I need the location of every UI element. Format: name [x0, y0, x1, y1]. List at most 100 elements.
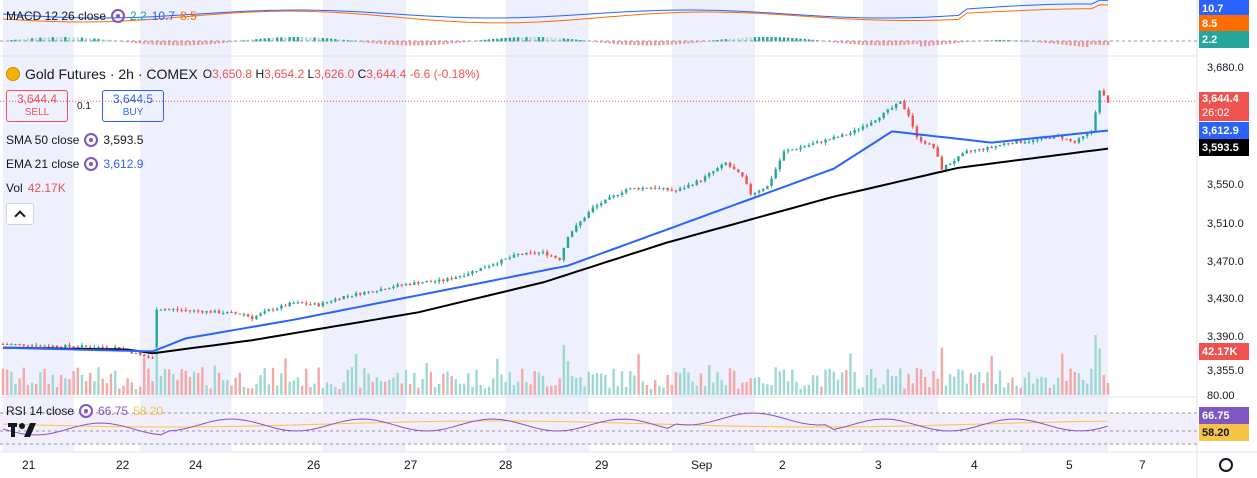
volume-bar: [786, 381, 790, 395]
candle: [217, 310, 221, 314]
macd-histogram-bar: [487, 39, 491, 42]
volume-bar: [998, 370, 1002, 395]
macd-histogram-bar: [1106, 41, 1110, 46]
candle: [1077, 138, 1081, 143]
ema-legend[interactable]: EMA 21 close 3,612.9: [6, 157, 143, 171]
volume-bar: [209, 388, 212, 395]
macd-histogram-bar: [101, 39, 104, 42]
volume-bar: [404, 369, 408, 395]
macd-histogram-bar: [737, 38, 740, 42]
rsi-ma-tag: 58.20: [1199, 424, 1249, 441]
volume-bar: [354, 353, 358, 395]
symbol-title[interactable]: Gold Futures · 2h · COMEX: [25, 66, 198, 82]
volume-bar: [300, 385, 304, 395]
macd-histogram-bar: [853, 41, 856, 45]
volume-bar: [1027, 372, 1031, 395]
candle: [645, 187, 649, 189]
rsi-legend[interactable]: RSI 14 close 66.75 58.20: [6, 404, 163, 418]
ema-21-line: [2, 129, 1109, 353]
candle: [587, 212, 590, 218]
volume-bar: [450, 376, 453, 395]
volume-bar: [55, 387, 59, 395]
macd-histogram-bar: [263, 38, 266, 42]
macd-histogram-bar: [55, 37, 59, 42]
rsi-settings-icon[interactable]: [79, 404, 94, 418]
volume-bar: [807, 384, 811, 395]
collapse-legend-button[interactable]: [6, 203, 34, 225]
candle: [832, 136, 836, 140]
candle: [836, 136, 840, 138]
volume-tag: 42.17K: [1199, 343, 1249, 360]
macd-histogram-bar: [172, 41, 175, 46]
current-price-tag: 3,644.4 26:02: [1199, 92, 1249, 121]
macd-histogram-bar: [1098, 41, 1101, 45]
volume-bar: [458, 383, 462, 395]
candle: [1019, 140, 1022, 143]
macd-histogram-bar: [30, 38, 34, 42]
candle: [745, 176, 748, 185]
macd-value-2: 10.7: [151, 9, 176, 23]
volume-bar: [753, 378, 757, 395]
macd-histogram-bar: [437, 41, 441, 45]
macd-histogram-bar: [894, 41, 898, 46]
sma-settings-icon[interactable]: [84, 133, 99, 147]
macd-settings-icon[interactable]: [111, 9, 126, 23]
volume-bar: [508, 372, 512, 395]
volume-bar: [234, 377, 237, 395]
macd-histogram-bar: [118, 40, 121, 42]
macd-histogram-bar: [167, 41, 171, 46]
macd-histogram-bar: [226, 41, 229, 43]
candle: [251, 316, 254, 319]
macd-histogram-bar: [205, 41, 208, 45]
volume-bar: [143, 357, 146, 395]
volume-bar: [1090, 368, 1093, 395]
candle: [5, 343, 9, 345]
volume-bar: [782, 369, 786, 395]
day-band: [1020, 0, 1108, 452]
candle: [595, 205, 599, 208]
macd-histogram-bar: [878, 41, 881, 46]
buy-button[interactable]: 3,644.5 BUY: [102, 90, 164, 122]
macd-histogram-bar: [616, 41, 620, 45]
sma-50-line: [2, 147, 1109, 355]
sma-value: 3,593.5: [103, 133, 144, 147]
chart-settings-icon[interactable]: [1219, 458, 1233, 472]
volume-bar: [467, 373, 470, 395]
macd-histogram-bar: [462, 41, 466, 43]
candle: [982, 148, 985, 150]
macd-histogram-bar: [496, 38, 499, 42]
candle: [525, 252, 528, 255]
volume-bar: [550, 385, 553, 395]
macd-histogram-bar: [890, 41, 894, 46]
volume-bar: [683, 367, 686, 395]
ema-settings-icon[interactable]: [84, 157, 99, 171]
sma-legend[interactable]: SMA 50 close 3,593.5: [6, 133, 143, 147]
volume-bar: [616, 386, 620, 395]
candle: [14, 344, 17, 346]
candle: [541, 251, 545, 253]
macd-histogram-bar: [928, 41, 931, 46]
sell-button[interactable]: 3,644.4 SELL: [6, 90, 68, 122]
macd-histogram-bar: [899, 41, 902, 46]
volume-bar: [43, 368, 46, 395]
candle: [30, 345, 34, 347]
volume-bar: [205, 385, 208, 395]
macd-histogram-bar: [288, 37, 291, 42]
macd-histogram-bar: [188, 41, 192, 46]
volume-bar: [994, 383, 998, 395]
macd-histogram-bar: [882, 41, 885, 46]
volume-bar: [442, 373, 445, 395]
candle: [911, 115, 914, 127]
volume-bar: [359, 387, 362, 395]
macd-histogram-bar: [446, 41, 449, 45]
vol-legend[interactable]: Vol 42.17K: [6, 181, 66, 195]
macd-histogram-bar: [1069, 41, 1072, 46]
macd-histogram-bar: [699, 41, 703, 43]
macd-histogram-bar: [645, 41, 649, 46]
macd-histogram-bar: [51, 37, 55, 42]
tradingview-logo-icon[interactable]: [8, 421, 38, 439]
macd-histogram-bar: [533, 37, 536, 42]
candle: [151, 357, 154, 359]
macd-histogram-bar: [521, 37, 524, 42]
